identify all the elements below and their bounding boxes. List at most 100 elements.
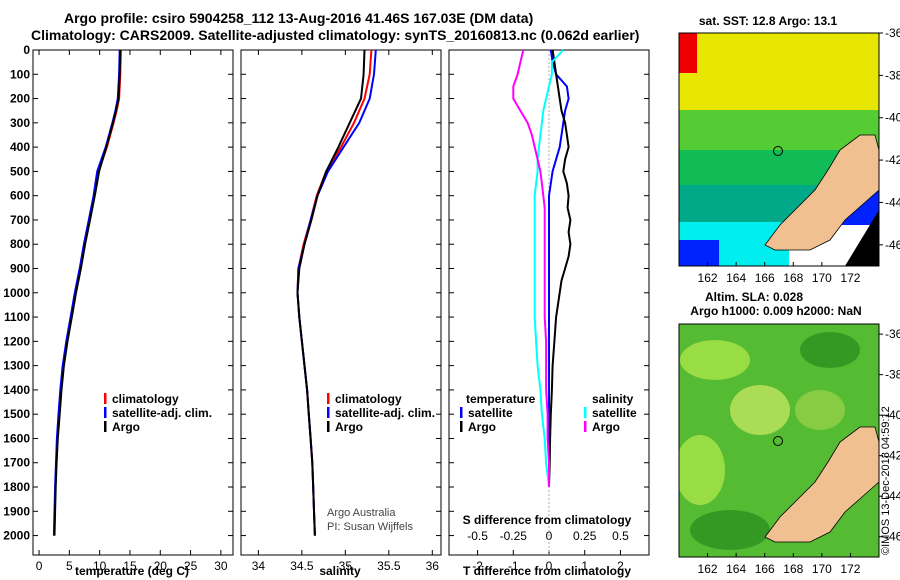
x-tick-label: 15 bbox=[123, 559, 137, 573]
temperature-axes bbox=[32, 49, 234, 556]
map-y-tick-label: -38 bbox=[885, 368, 900, 382]
sst-black-corner bbox=[845, 210, 879, 266]
series-line-2 bbox=[296, 49, 366, 536]
x-tick-label: -2 bbox=[472, 559, 483, 573]
sla-patch bbox=[730, 385, 790, 435]
y-tick-label: 1700 bbox=[3, 456, 30, 470]
legend-label-s-argo: Argo bbox=[592, 420, 620, 434]
x-tick-label: 2 bbox=[617, 559, 624, 573]
x-tick-label: 20 bbox=[154, 559, 168, 573]
s-tick-label: 0.25 bbox=[573, 529, 597, 543]
x-tick-label: -1 bbox=[508, 559, 519, 573]
y-tick-label: 1200 bbox=[3, 334, 30, 348]
difference-panel: -2 -1 0 1 2 -0.5 -0.25 0 0.25 0.5 T difference f… bbox=[448, 49, 650, 578]
y-tick-label: 1400 bbox=[3, 383, 30, 397]
legend-swatch-s-argo bbox=[584, 421, 587, 432]
legend-label-climatology: climatology bbox=[112, 392, 179, 406]
legend-label-argo: Argo bbox=[112, 420, 140, 434]
map-y-tick-label: -40 bbox=[885, 111, 900, 125]
y-tick-label: 1500 bbox=[3, 407, 30, 421]
sst-band-yellow bbox=[679, 33, 879, 113]
sla-map-title-1: Altim. SLA: 0.028 bbox=[705, 290, 803, 304]
map-x-tick-label: 166 bbox=[755, 562, 775, 576]
y-tick-label: 600 bbox=[10, 189, 30, 203]
salinity-xlabel: salinity bbox=[319, 564, 361, 578]
x-tick-label: 36 bbox=[426, 559, 440, 573]
legend-label-t-argo: Argo bbox=[468, 420, 496, 434]
legend-swatch-argo bbox=[327, 421, 330, 432]
x-tick-label: 30 bbox=[214, 559, 228, 573]
y-tick-label: 2000 bbox=[3, 529, 30, 543]
difference-legend: temperature satellite Argo salinity sate… bbox=[460, 392, 637, 434]
y-tick-label: 300 bbox=[10, 116, 30, 130]
x-tick-label: 34.5 bbox=[290, 559, 314, 573]
map-y-tick-label: -36 bbox=[885, 327, 900, 341]
sst-map-title: sat. SST: 12.8 Argo: 13.1 bbox=[699, 14, 838, 28]
y-tick-label: 1800 bbox=[3, 480, 30, 494]
legend-swatch-t-argo bbox=[460, 421, 463, 432]
diff-series-line-0 bbox=[548, 49, 570, 487]
salinity-axes bbox=[240, 49, 442, 556]
legend-swatch-argo bbox=[104, 421, 107, 432]
map-x-tick-label: 164 bbox=[726, 271, 746, 285]
x-tick-label: 25 bbox=[184, 559, 198, 573]
legend-swatch-climatology bbox=[327, 393, 330, 404]
salinity-legend: climatology satellite-adj. clim. Argo bbox=[327, 392, 435, 434]
map-x-tick-label: 172 bbox=[840, 562, 860, 576]
sla-map-title-2: Argo h1000: 0.009 h2000: NaN bbox=[690, 304, 861, 318]
salinity-panel: 34 34.5 35 35.5 36 salinity climatology sate… bbox=[240, 49, 442, 578]
x-tick-label: 35 bbox=[339, 559, 353, 573]
sla-patch bbox=[795, 390, 845, 430]
sst-band-blue bbox=[679, 240, 719, 266]
y-tick-label: 1100 bbox=[4, 310, 30, 324]
sla-patch bbox=[680, 340, 750, 380]
legend-title-salinity: salinity bbox=[592, 392, 634, 406]
difference-xlabel: T difference from climatology bbox=[463, 564, 631, 578]
y-tick-label: 1600 bbox=[3, 431, 30, 445]
y-tick-label: 0 bbox=[23, 43, 30, 57]
diff-series-line-3 bbox=[512, 49, 550, 487]
sst-argo-marker bbox=[773, 146, 783, 156]
sla-argo-marker bbox=[773, 436, 783, 446]
sst-land bbox=[764, 134, 879, 251]
map-y-tick-label: -44 bbox=[885, 489, 900, 503]
credit-line-2: PI: Susan Wijffels bbox=[327, 521, 413, 533]
s-difference-label: S difference from climatology bbox=[463, 513, 632, 527]
map-x-tick-label: 162 bbox=[698, 271, 718, 285]
x-tick-label: 34 bbox=[252, 559, 266, 573]
sla-patch bbox=[800, 332, 860, 368]
map-x-tick-label: 168 bbox=[783, 562, 803, 576]
series-line-2 bbox=[53, 49, 122, 536]
s-tick-label: 0.5 bbox=[612, 529, 629, 543]
y-tick-label: 100 bbox=[10, 67, 30, 81]
legend-swatch-satellite bbox=[104, 407, 107, 418]
s-tick-label: -0.5 bbox=[467, 529, 488, 543]
map-y-tick-label: -38 bbox=[885, 68, 900, 82]
legend-label-t-satellite: satellite bbox=[468, 406, 513, 420]
map-y-tick-label: -42 bbox=[885, 449, 900, 463]
map-x-tick-label: 170 bbox=[812, 562, 832, 576]
y-tick-label: 1300 bbox=[3, 359, 30, 373]
x-tick-label: 0 bbox=[546, 559, 553, 573]
legend-label-argo: Argo bbox=[335, 420, 363, 434]
sla-patch bbox=[679, 435, 725, 505]
map-y-tick-label: -40 bbox=[885, 408, 900, 422]
legend-swatch-s-satellite bbox=[584, 407, 587, 418]
legend-swatch-climatology bbox=[104, 393, 107, 404]
map-y-tick-label: -42 bbox=[885, 153, 900, 167]
legend-swatch-satellite bbox=[327, 407, 330, 418]
sst-map-panel: sat. SST: 12.8 Argo: 13.1 -36 -38 -40 -42 -4… bbox=[678, 14, 900, 285]
legend-label-s-satellite: satellite bbox=[592, 406, 637, 420]
map-y-tick-label: -36 bbox=[885, 26, 900, 40]
imos-watermark: ©IMOS 13-Dec-2018 04:59:12 bbox=[880, 406, 892, 555]
map-x-tick-label: 166 bbox=[755, 271, 775, 285]
diff-series-line-2 bbox=[533, 49, 565, 488]
legend-swatch-t-satellite bbox=[460, 407, 463, 418]
map-x-tick-label: 162 bbox=[698, 562, 718, 576]
header-line-1: Argo profile: csiro 5904258_112 13-Aug-2… bbox=[64, 10, 534, 26]
y-tick-label: 1000 bbox=[3, 286, 30, 300]
x-tick-label: 35.5 bbox=[377, 559, 401, 573]
y-tick-label: 900 bbox=[10, 262, 30, 276]
legend-label-climatology: climatology bbox=[335, 392, 402, 406]
sst-band-red bbox=[679, 33, 697, 73]
